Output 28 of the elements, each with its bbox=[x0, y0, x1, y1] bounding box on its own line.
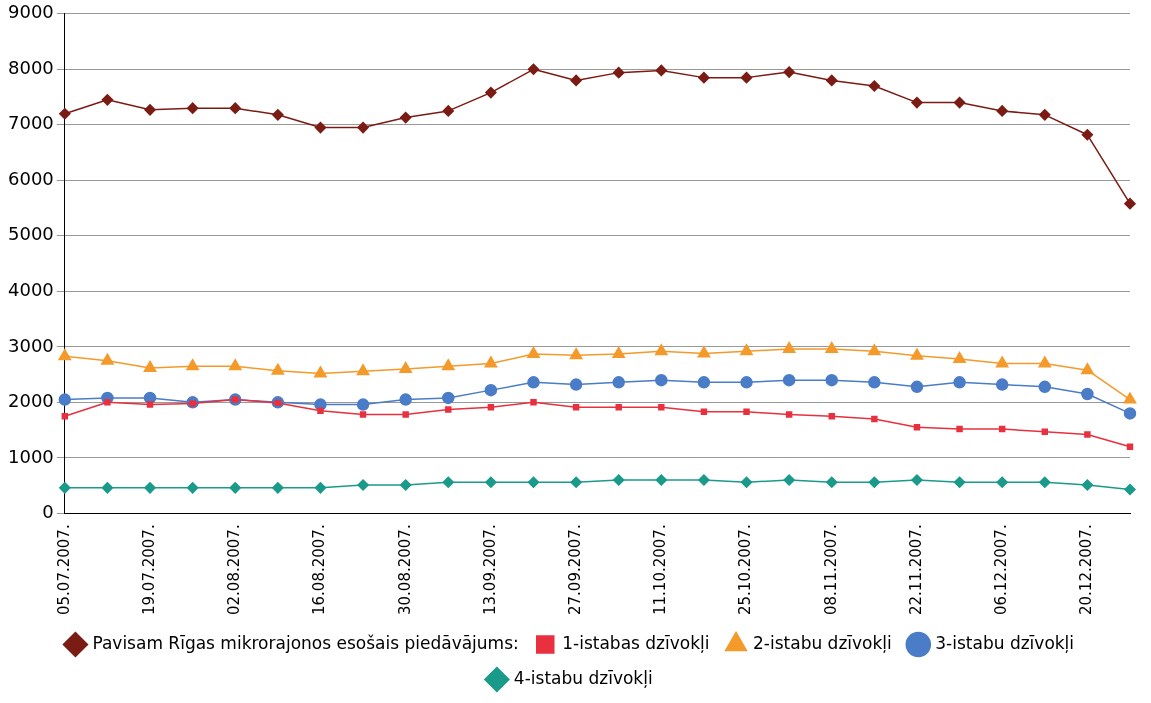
x-tick-label: 05.07.2007. bbox=[54, 524, 73, 615]
x-tick-label: 06.12.2007. bbox=[992, 524, 1011, 615]
legend-label: 4-istabu dzīvokļi bbox=[513, 667, 653, 688]
x-tick-label: 19.07.2007. bbox=[139, 524, 158, 615]
x-tick-label: 30.08.2007. bbox=[395, 524, 414, 615]
legend-label: Pavisam Rīgas mikrorajonos esošais piedāvājums: bbox=[92, 632, 519, 653]
y-tick-label: 1000 bbox=[8, 445, 54, 467]
x-tick-label: 13.09.2007. bbox=[480, 524, 499, 615]
legend-label: 1-istabas dzīvokļi bbox=[562, 632, 710, 653]
x-tick-label: 20.12.2007. bbox=[1077, 524, 1096, 615]
x-tick-label: 08.11.2007. bbox=[821, 524, 840, 615]
y-tick-label: 9000 bbox=[8, 1, 54, 23]
y-tick-label: 8000 bbox=[8, 56, 54, 78]
x-tick-label: 25.10.2007. bbox=[736, 524, 755, 615]
y-tick-label: 0 bbox=[42, 501, 54, 523]
legend-label: 3-istabu dzīvokļi bbox=[935, 632, 1075, 653]
x-tick-label: 11.10.2007. bbox=[651, 524, 670, 615]
x-tick-label: 16.08.2007. bbox=[310, 524, 329, 615]
y-tick-label: 2000 bbox=[8, 390, 54, 412]
y-tick-label: 4000 bbox=[8, 279, 54, 300]
y-tick-label: 3000 bbox=[8, 334, 54, 356]
y-tick-label: 5000 bbox=[8, 223, 54, 245]
x-tick-label: 02.08.2007. bbox=[225, 524, 244, 615]
y-tick-label: 6000 bbox=[8, 167, 54, 189]
x-tick-label: 22.11.2007. bbox=[906, 524, 925, 615]
y-tick-label: 7000 bbox=[8, 112, 54, 134]
x-tick-label: 27.09.2007. bbox=[565, 524, 584, 615]
legend-label: 2-istabu dzīvokļi bbox=[753, 632, 892, 653]
